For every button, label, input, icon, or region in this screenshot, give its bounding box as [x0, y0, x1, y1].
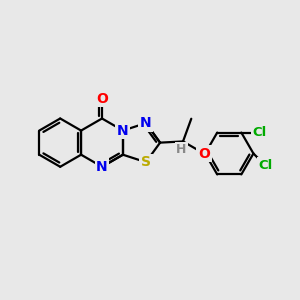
- Text: H: H: [176, 143, 187, 156]
- Text: N: N: [96, 160, 108, 174]
- Text: O: O: [198, 146, 210, 161]
- Text: Cl: Cl: [252, 126, 267, 139]
- Text: S: S: [141, 155, 151, 169]
- Text: N: N: [140, 116, 152, 130]
- Text: Cl: Cl: [258, 159, 273, 172]
- Text: N: N: [117, 124, 129, 138]
- Text: O: O: [96, 92, 108, 106]
